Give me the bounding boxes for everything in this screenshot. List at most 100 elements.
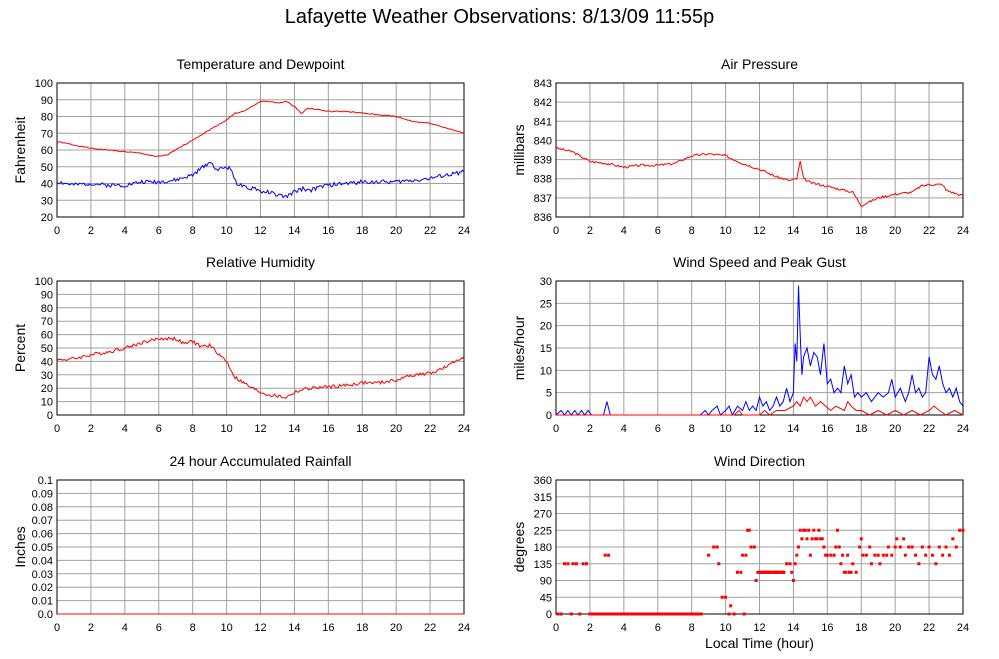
y-tick-label: 70	[41, 128, 53, 140]
wind-direction-point	[781, 570, 785, 574]
x-tick-label: 6	[655, 423, 661, 435]
wind-direction-point	[795, 553, 799, 557]
wind-direction-point	[652, 612, 656, 616]
x-tick-label: 12	[254, 225, 266, 237]
wind-direction-point	[578, 612, 582, 616]
wind-direction-point	[746, 528, 750, 532]
wind-direction-point	[791, 579, 795, 582]
x-tick-label: 0	[553, 423, 559, 435]
wind-direction-point	[571, 562, 575, 566]
y-tick-label: 838	[534, 174, 552, 186]
wind-direction-point	[625, 612, 629, 616]
x-tick-label: 10	[220, 225, 232, 237]
y-tick-label: 0.06	[32, 529, 53, 541]
wind-direction-point	[569, 612, 573, 616]
x-tick-label: 6	[156, 423, 162, 435]
x-tick-label: 14	[288, 622, 300, 634]
wind-direction-point	[646, 612, 650, 616]
series-line-2	[556, 396, 964, 416]
y-tick-label: 30	[41, 370, 53, 382]
wind-direction-point	[934, 562, 938, 566]
x-tick-label: 20	[390, 225, 402, 237]
x-tick-label: 16	[322, 225, 334, 237]
y-tick-label: 25	[540, 298, 552, 310]
x-tick-label: 14	[288, 225, 300, 237]
wind-direction-point	[902, 537, 906, 541]
wind-direction-point	[810, 537, 814, 541]
x-tick-label: 24	[957, 225, 969, 237]
wind-direction-point	[732, 612, 736, 616]
y-tick-label: 842	[534, 97, 552, 109]
y-tick-label: 80	[41, 303, 53, 315]
plot-frame	[56, 280, 465, 416]
wind-direction-point	[741, 553, 745, 557]
y-tick-label: 20	[540, 321, 552, 333]
wind-direction-point	[692, 612, 696, 616]
y-tick-label: 837	[534, 193, 552, 205]
wind-direction-point	[676, 612, 680, 616]
y-tick-label: 225	[534, 525, 552, 537]
y-tick-label: 40	[41, 179, 53, 191]
y-tick-label: 80	[41, 112, 53, 124]
y-axis-label: degrees	[511, 522, 527, 573]
wind-direction-point	[859, 537, 863, 541]
wind-direction-point	[841, 553, 845, 557]
y-tick-label: 20	[41, 383, 53, 395]
y-tick-label: 70	[41, 316, 53, 328]
wind-direction-point	[802, 528, 806, 532]
wind-direction-point	[594, 612, 598, 616]
y-tick-label: 0.07	[32, 515, 53, 527]
x-tick-label: 2	[88, 423, 94, 435]
x-tick-label: 8	[190, 423, 196, 435]
wind-direction-point	[635, 612, 639, 616]
wind-direction-point	[658, 612, 662, 616]
wind-direction-point	[696, 612, 700, 616]
x-tick-label: 10	[719, 423, 731, 435]
x-tick-label: 22	[424, 423, 436, 435]
wind-direction-point	[842, 570, 846, 574]
wind-direction-point	[562, 562, 566, 566]
wind-direction-point	[958, 528, 962, 532]
wind-direction-point	[910, 545, 914, 549]
wind-direction-point	[961, 528, 965, 532]
wind-direction-point	[623, 612, 627, 616]
wind-direction-point	[729, 604, 733, 608]
wind-direction-point	[566, 562, 570, 566]
wind-direction-point	[644, 612, 648, 616]
x-tick-label: 12	[254, 622, 266, 634]
y-tick-label: 10	[41, 397, 53, 409]
wind-direction-point	[611, 612, 615, 616]
wind-direction-point	[873, 553, 877, 557]
wind-direction-point	[881, 553, 885, 557]
wind-direction-point	[657, 612, 661, 616]
x-tick-label: 18	[356, 225, 368, 237]
panel-title: Air Pressure	[721, 56, 798, 72]
x-tick-label: 2	[587, 225, 593, 237]
wind-direction-point	[638, 612, 642, 616]
wind-direction-point	[825, 553, 829, 557]
wind-direction-point	[620, 612, 624, 616]
x-tick-label: 2	[587, 622, 593, 634]
wind-direction-point	[607, 553, 611, 557]
series-line-1	[555, 285, 964, 417]
y-tick-label: 20	[41, 212, 53, 224]
wind-direction-point	[667, 612, 671, 616]
wind-direction-point	[693, 612, 697, 616]
y-tick-label: 0.05	[32, 542, 53, 554]
y-tick-label: 40	[41, 356, 53, 368]
x-tick-label: 20	[889, 622, 901, 634]
wind-direction-point	[937, 545, 941, 549]
wind-direction-point	[591, 612, 595, 616]
wind-direction-point	[759, 570, 763, 574]
wind-direction-point	[920, 545, 924, 549]
wind-direction-point	[739, 570, 743, 574]
wind-direction-point	[655, 612, 659, 616]
y-tick-label: 50	[41, 162, 53, 174]
wind-direction-point	[626, 612, 630, 616]
plot-frame	[555, 82, 964, 218]
wind-direction-point	[924, 553, 928, 557]
x-tick-label: 16	[322, 622, 334, 634]
y-tick-label: 180	[534, 542, 552, 554]
wind-direction-point	[596, 612, 600, 616]
